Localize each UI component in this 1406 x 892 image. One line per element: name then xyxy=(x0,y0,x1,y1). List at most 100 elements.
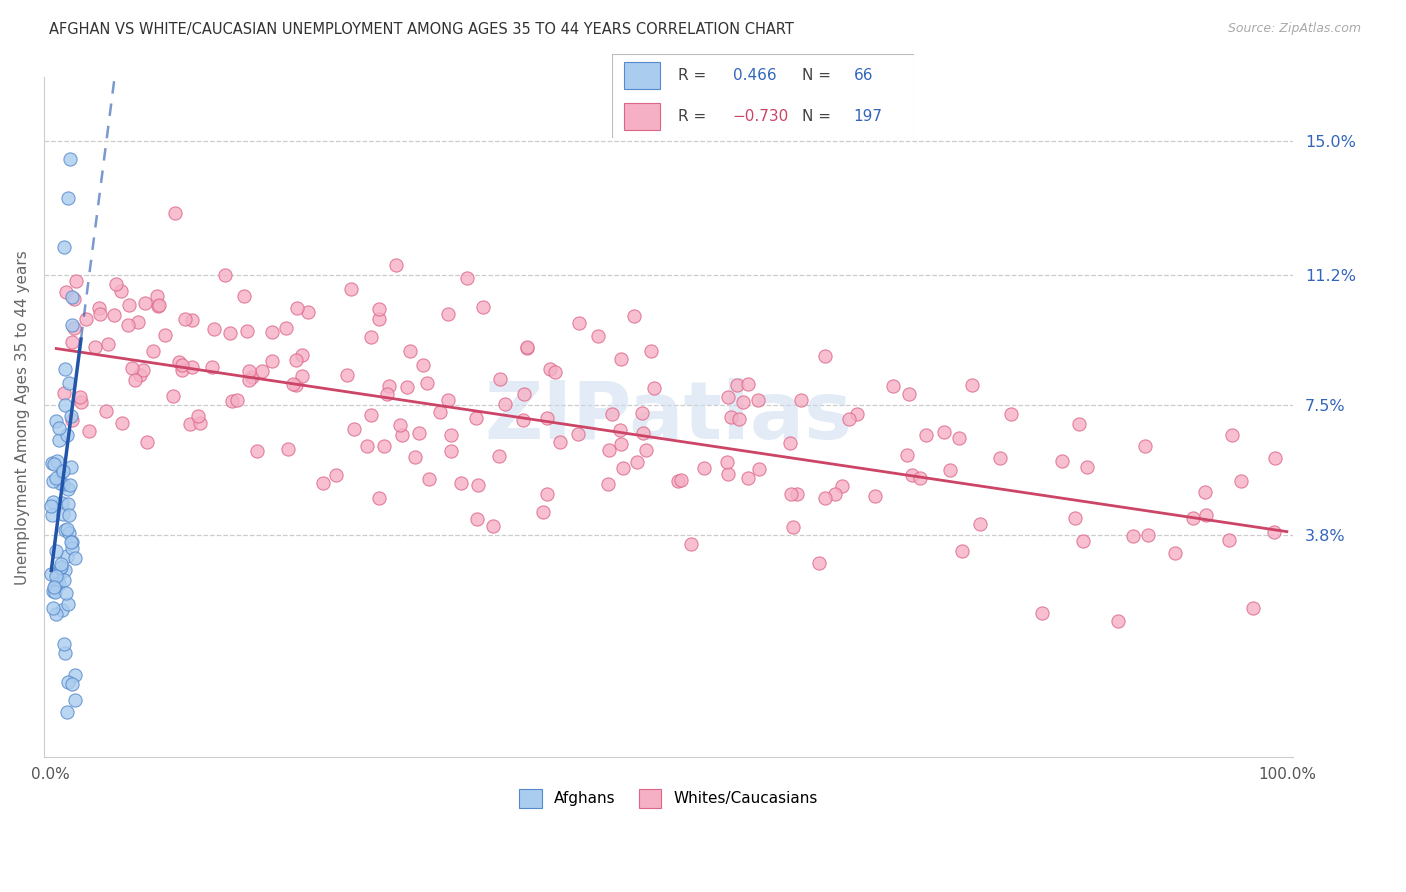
Point xyxy=(969,516,991,531)
Point xyxy=(48,434,70,448)
Point xyxy=(58,508,80,523)
Point xyxy=(60,535,83,549)
Point xyxy=(391,427,413,442)
Point xyxy=(1136,528,1159,542)
Point xyxy=(779,436,801,450)
Point xyxy=(45,470,67,484)
Point xyxy=(896,448,918,462)
Point xyxy=(1050,454,1073,468)
Point xyxy=(60,290,83,304)
Point xyxy=(58,675,80,690)
Point xyxy=(666,475,689,489)
Point xyxy=(97,337,120,351)
Point xyxy=(643,381,665,395)
FancyBboxPatch shape xyxy=(612,54,914,138)
Point xyxy=(60,541,83,555)
Point xyxy=(53,637,76,651)
Point xyxy=(456,271,478,285)
Text: R =: R = xyxy=(678,109,706,124)
Point xyxy=(284,353,307,368)
Point xyxy=(1122,529,1144,543)
Point xyxy=(44,458,66,472)
Point xyxy=(45,544,67,558)
Point xyxy=(65,550,87,565)
Point xyxy=(548,434,571,449)
Point xyxy=(291,368,314,383)
Point xyxy=(367,491,389,505)
Point xyxy=(717,467,740,481)
Point xyxy=(1230,475,1253,489)
Point xyxy=(65,274,87,288)
Point xyxy=(56,705,79,719)
Point xyxy=(513,387,536,401)
Point xyxy=(908,471,931,485)
Point xyxy=(373,439,395,453)
Point xyxy=(488,371,510,385)
Point xyxy=(42,581,65,595)
Point xyxy=(52,476,75,491)
Point xyxy=(612,461,634,475)
Y-axis label: Unemployment Among Ages 35 to 44 years: Unemployment Among Ages 35 to 44 years xyxy=(15,250,30,584)
Text: 197: 197 xyxy=(853,109,883,124)
Point xyxy=(1000,408,1022,422)
Point xyxy=(538,362,561,376)
Point xyxy=(190,416,212,430)
Point xyxy=(440,428,463,442)
Point xyxy=(58,597,80,611)
Point xyxy=(408,426,430,441)
Point xyxy=(731,394,754,409)
Point xyxy=(55,586,77,600)
Point xyxy=(939,463,962,477)
Point xyxy=(52,464,75,478)
Point xyxy=(221,393,243,408)
Point xyxy=(262,354,284,368)
Point xyxy=(51,464,73,478)
Point xyxy=(950,544,973,558)
Point xyxy=(609,423,631,437)
Point xyxy=(450,475,472,490)
Text: 0.466: 0.466 xyxy=(733,68,776,83)
Point xyxy=(58,497,80,511)
Point xyxy=(58,525,80,540)
Point xyxy=(863,489,886,503)
Point xyxy=(260,325,283,339)
Point xyxy=(46,569,69,583)
Point xyxy=(436,307,458,321)
Point xyxy=(58,376,80,390)
Point xyxy=(250,363,273,377)
Point xyxy=(45,569,67,583)
Point xyxy=(111,416,134,430)
Text: Source: ZipAtlas.com: Source: ZipAtlas.com xyxy=(1227,22,1361,36)
Text: ZIPatlas: ZIPatlas xyxy=(484,378,852,456)
Point xyxy=(42,475,65,489)
Point xyxy=(148,298,170,312)
Point xyxy=(283,376,305,391)
Point xyxy=(89,301,111,315)
Point xyxy=(623,309,645,323)
Text: AFGHAN VS WHITE/CAUCASIAN UNEMPLOYMENT AMONG AGES 35 TO 44 YEARS CORRELATION CHA: AFGHAN VS WHITE/CAUCASIAN UNEMPLOYMENT A… xyxy=(49,22,794,37)
Point xyxy=(49,561,72,575)
Point xyxy=(69,390,91,404)
Point xyxy=(124,373,146,387)
Point xyxy=(63,668,86,682)
Point xyxy=(48,577,70,591)
Point xyxy=(335,368,357,383)
Point xyxy=(42,495,65,509)
Point xyxy=(153,328,176,343)
Text: N =: N = xyxy=(801,109,831,124)
Point xyxy=(163,206,186,220)
Point xyxy=(631,425,654,440)
Point xyxy=(44,585,66,599)
Point xyxy=(1031,606,1053,620)
Point xyxy=(291,348,314,362)
Point xyxy=(60,676,83,690)
Point xyxy=(142,343,165,358)
Point xyxy=(127,314,149,328)
Point xyxy=(117,318,139,332)
Point xyxy=(814,349,837,363)
Point xyxy=(51,496,73,510)
Point xyxy=(782,520,804,534)
Point xyxy=(1107,615,1129,629)
Point xyxy=(42,601,65,615)
Point xyxy=(384,258,406,272)
